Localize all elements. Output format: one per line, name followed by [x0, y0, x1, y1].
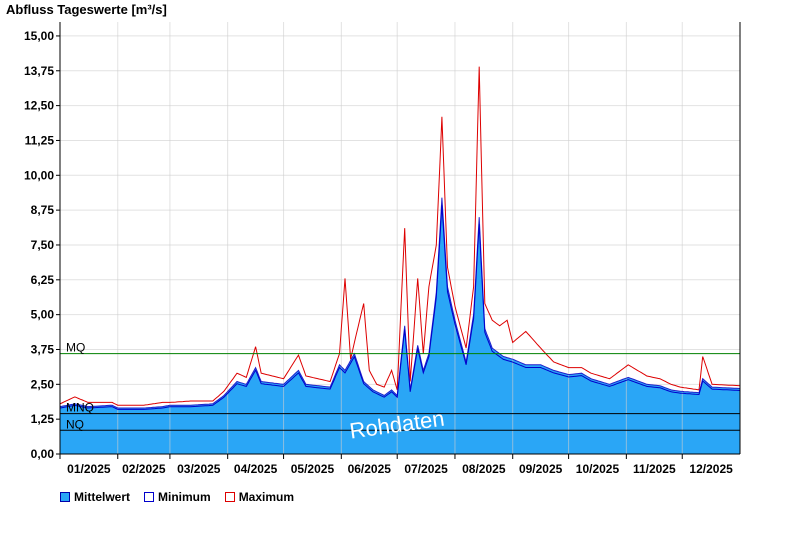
- reference-label-mnq: MNQ: [66, 401, 94, 415]
- y-tick-label: 6,25: [31, 273, 55, 287]
- y-tick-label: 0,00: [31, 447, 55, 461]
- chart-title: Abfluss Tageswerte [m³/s]: [6, 2, 167, 17]
- x-tick-label: 03/2025: [177, 462, 221, 476]
- legend: Mittelwert Minimum Maximum: [60, 490, 294, 504]
- x-tick-label: 10/2025: [576, 462, 620, 476]
- legend-label-minimum: Minimum: [158, 490, 211, 504]
- y-tick-label: 1,25: [31, 412, 55, 426]
- legend-item-maximum[interactable]: Maximum: [224, 490, 295, 504]
- x-tick-label: 09/2025: [519, 462, 563, 476]
- y-tick-label: 7,50: [31, 238, 55, 252]
- x-tick-label: 02/2025: [122, 462, 166, 476]
- legend-item-mean[interactable]: Mittelwert: [60, 490, 130, 504]
- legend-label-mean: Mittelwert: [74, 490, 131, 504]
- y-tick-label: 5,00: [31, 308, 55, 322]
- series-layer: [59, 22, 741, 454]
- reference-label-mq: MQ: [66, 341, 85, 355]
- x-tick-label: 06/2025: [348, 462, 392, 476]
- x-tick-label: 08/2025: [462, 462, 506, 476]
- y-tick-label: 13,75: [24, 64, 54, 78]
- y-tick-label: 2,50: [31, 377, 55, 391]
- legend-swatch-minimum: [144, 492, 155, 502]
- legend-swatch-maximum: [224, 492, 235, 502]
- y-tick-label: 12,50: [24, 99, 54, 113]
- x-tick-label: 05/2025: [291, 462, 335, 476]
- y-tick-label: 15,00: [24, 29, 54, 43]
- discharge-chart: MQ MNQ NQ 0,00 1,25 2,50 3,75 5,00 6,25 7,50 8,75…: [24, 22, 741, 476]
- reference-label-nq: NQ: [66, 417, 84, 431]
- y-tick-label: 3,75: [31, 342, 55, 356]
- grid-lines: [60, 35, 740, 420]
- series-minimum-line: [59, 205, 741, 410]
- legend-label-maximum: Maximum: [238, 490, 295, 504]
- legend-swatch-mean: [60, 492, 70, 502]
- y-tick-label: 10,00: [24, 168, 54, 182]
- x-tick-label: 07/2025: [404, 462, 448, 476]
- axes: 0,00 1,25 2,50 3,75 5,00 6,25 7,50 8,75 10,00 11,…: [24, 22, 741, 476]
- x-tick-label: 01/2025: [67, 462, 111, 476]
- x-tick-label: 04/2025: [234, 462, 278, 476]
- y-tick-label: 8,75: [31, 203, 55, 217]
- x-tick-label: 11/2025: [633, 462, 676, 476]
- reference-lines: MQ MNQ NQ: [60, 341, 740, 431]
- x-tick-label: 12/2025: [689, 462, 733, 476]
- series-maximum-line: [59, 66, 741, 406]
- legend-item-minimum[interactable]: Minimum: [144, 490, 211, 504]
- y-tick-label: 11,25: [25, 133, 55, 147]
- series-mean-area: [60, 197, 740, 454]
